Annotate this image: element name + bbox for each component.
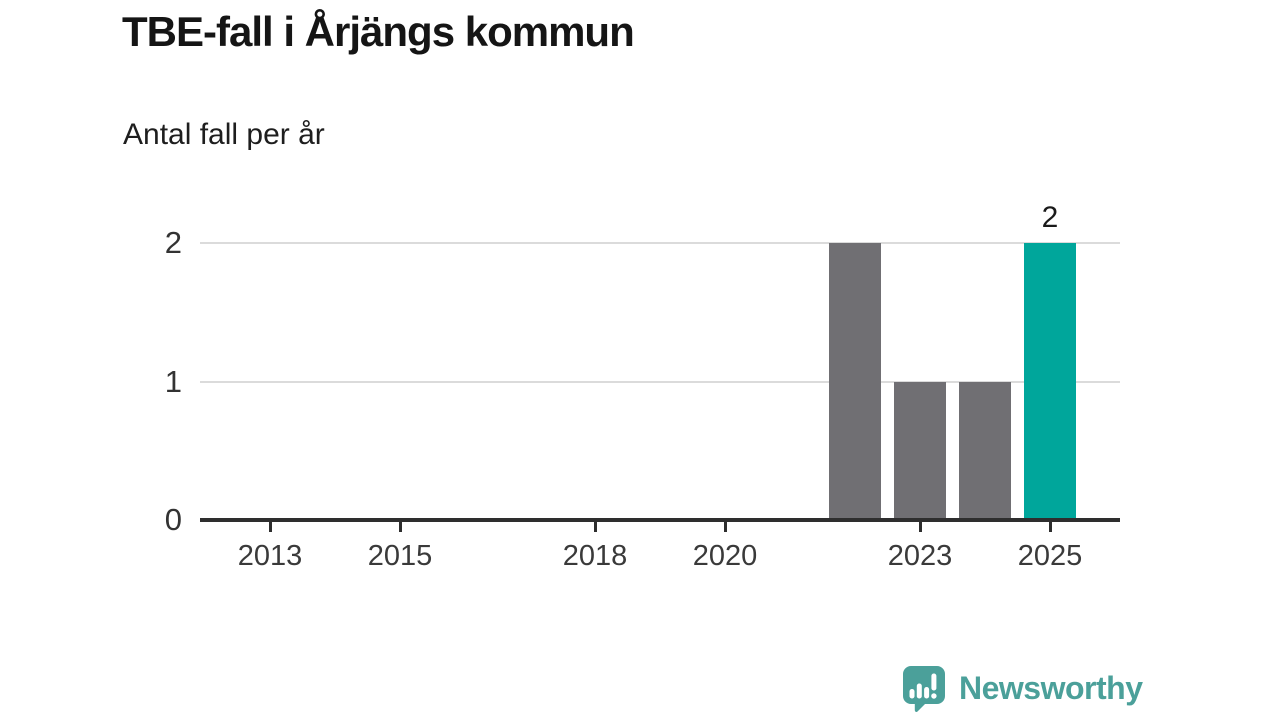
bar-2022 [829,243,881,520]
x-axis-label-2018: 2018 [562,540,628,572]
bar-2024 [959,381,1011,520]
x-axis-label-2013: 2013 [237,540,303,572]
x-axis-label-2015: 2015 [367,540,433,572]
y-axis-label-1: 1 [164,363,182,399]
chart-title: TBE-fall i Årjängs kommun [122,8,635,55]
x-axis-label-2023: 2023 [887,540,953,572]
newsworthy-logo-icon [898,664,946,712]
x-axis-tick-2013 [268,522,272,532]
gridline-y-1 [200,380,1120,383]
y-axis-label-0: 0 [164,502,182,537]
gridline-y-2 [200,242,1120,244]
x-axis-line [200,518,1120,522]
brand-footer: Newsworthy [898,664,1143,712]
x-axis-label-2020: 2020 [692,540,758,572]
bar-2023 [894,381,946,520]
bar-2025 [1024,243,1076,520]
y-axis-label-2: 2 [164,225,182,260]
bar-value-label-2025: 2 [1041,201,1059,234]
x-axis-label-2025: 2025 [1017,540,1083,572]
x-axis-tick-2020 [723,522,727,532]
x-axis-tick-2015 [398,522,402,532]
chart-subtitle: Antal fall per år [123,118,325,151]
x-axis-tick-2023 [918,522,922,532]
brand-name: Newsworthy [959,669,1143,706]
x-axis-tick-2025 [1048,522,1052,532]
x-axis-tick-2018 [593,522,597,532]
